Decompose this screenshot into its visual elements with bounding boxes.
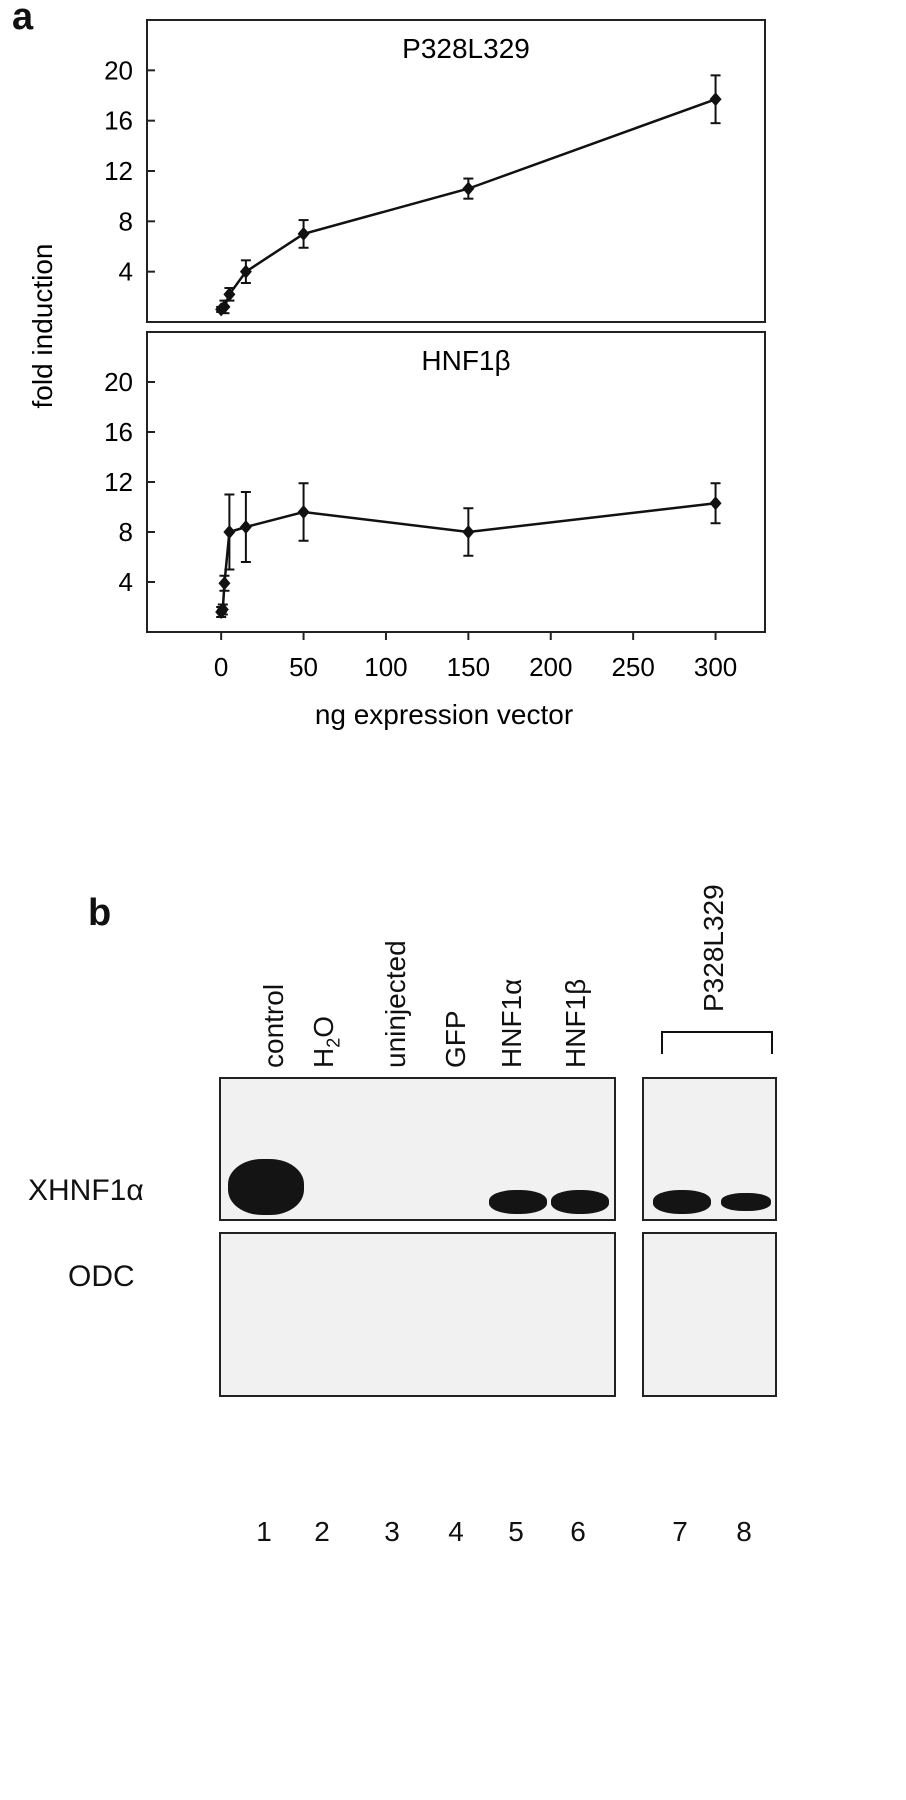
data-point (223, 287, 236, 302)
xhnf1a-band (721, 1193, 771, 1211)
data-point (297, 226, 310, 241)
gel-odc-left (219, 1232, 616, 1397)
xhnf1a-band (653, 1190, 711, 1214)
x-tick-label: 100 (364, 652, 407, 682)
xhnf1a-band (489, 1190, 547, 1214)
data-point (462, 525, 475, 539)
y-tick-label: 16 (104, 417, 133, 447)
y-tick-label: 4 (119, 567, 133, 597)
lane-number-7: 7 (672, 1516, 688, 1547)
chart-title: HNF1β (421, 345, 510, 376)
y-tick-label: 8 (119, 517, 133, 547)
lane-number-2: 2 (314, 1516, 330, 1547)
panel-a-letter: a (12, 0, 34, 38)
x-tick-label: 250 (611, 652, 654, 682)
data-point (218, 576, 231, 591)
x-tick-label: 300 (694, 652, 737, 682)
y-tick-label: 4 (119, 257, 133, 287)
y-tick-label: 16 (104, 106, 133, 136)
lane-number-3: 3 (384, 1516, 400, 1547)
chart-1: P328L329 4 8 12 16 20 (104, 19, 766, 323)
x-tick-label: 200 (529, 652, 572, 682)
row-label-xhnf1a: XHNF1α (28, 1174, 144, 1207)
group-bracket (661, 1031, 773, 1054)
lane-number-5: 5 (508, 1516, 524, 1547)
y-tick-label: 8 (119, 206, 133, 236)
chart-title: P328L329 (402, 33, 530, 64)
lane-number-4: 4 (448, 1516, 464, 1547)
gel-xhnf1a-left (219, 1077, 616, 1221)
y-tick-label: 20 (104, 367, 133, 397)
data-point (239, 264, 252, 279)
x-axis-label: ng expression vector (315, 699, 573, 730)
data-point (462, 181, 475, 196)
data-point (709, 496, 722, 511)
x-tick-label: 50 (289, 652, 318, 682)
data-point (223, 525, 236, 539)
data-point (297, 505, 310, 519)
y-axis-label: fold induction (27, 243, 58, 408)
lane-number-8: 8 (736, 1516, 752, 1547)
panel-b-letter: b (88, 892, 112, 934)
y-tick-label: 20 (104, 55, 133, 85)
lane-number-1: 1 (256, 1516, 272, 1547)
x-tick-label: 150 (447, 652, 490, 682)
data-point (239, 520, 252, 534)
x-tick-label: 0 (214, 652, 228, 682)
gel-xhnf1a-right (642, 1077, 777, 1221)
row-label-odc: ODC (68, 1260, 135, 1293)
gel-odc-right (642, 1232, 777, 1397)
y-tick-label: 12 (104, 156, 133, 186)
y-tick-label: 12 (104, 467, 133, 497)
data-point (216, 602, 229, 617)
data-point (218, 299, 231, 314)
data-point (709, 92, 722, 107)
xhnf1a-band (228, 1159, 304, 1215)
xhnf1a-band (551, 1190, 609, 1214)
lane-number-6: 6 (570, 1516, 586, 1547)
